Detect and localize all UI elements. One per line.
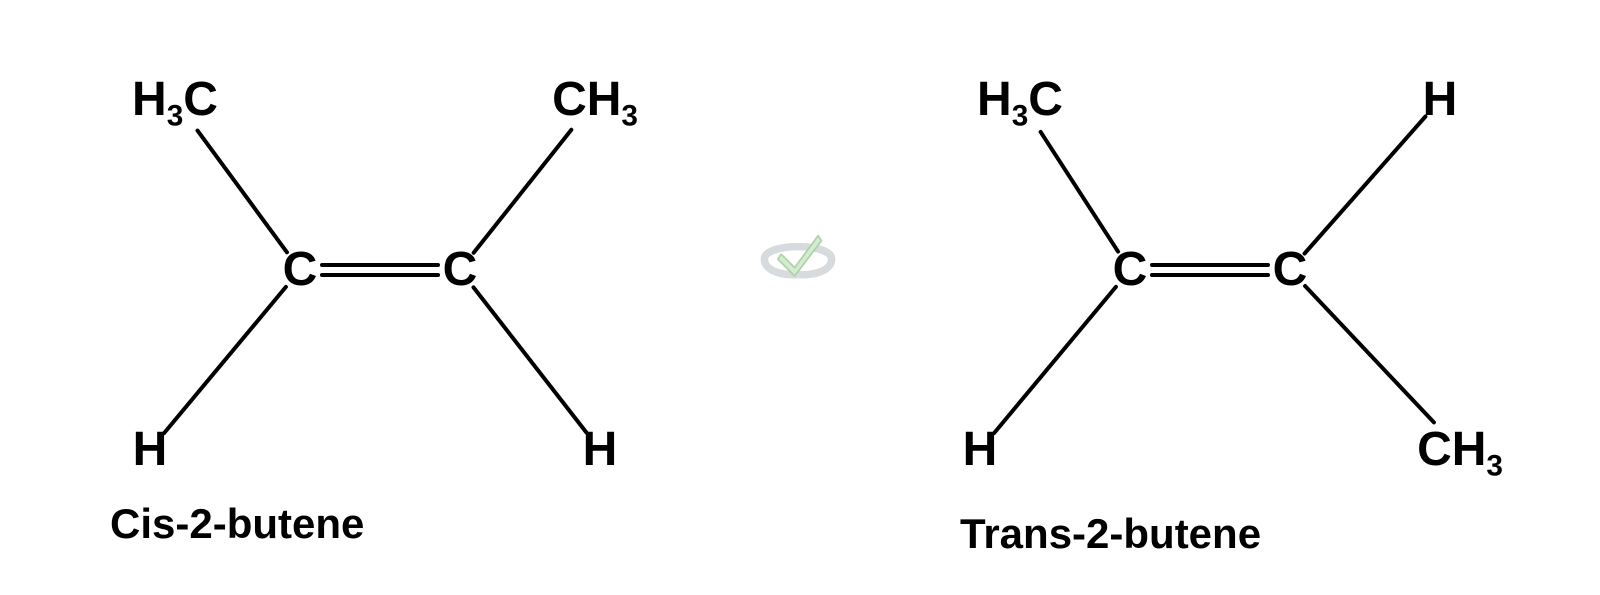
bond-single — [198, 131, 287, 253]
atom-c_right: C — [1273, 246, 1308, 294]
atom-h_bl: H — [133, 426, 168, 474]
caption-trans: Trans-2-butene — [960, 510, 1261, 558]
molecule-cis: CCH3CCH3HH — [40, 20, 740, 460]
bonds-trans — [870, 20, 1570, 460]
watermark-icon — [756, 225, 840, 285]
molecule-trans: CCH3CHHCH3 — [870, 20, 1570, 460]
atom-c_left: C — [1113, 246, 1148, 294]
bond-single — [474, 130, 572, 253]
atom-h_bl: H — [963, 426, 998, 474]
atom-ch3_tr: CH3 — [552, 76, 638, 124]
atom-ch3_tl: H3C — [132, 76, 218, 124]
bond-single — [994, 287, 1116, 433]
atom-ch3_br: CH3 — [1417, 426, 1503, 474]
diagram-canvas: C C H3C CH3 H H Cis-2-butene C C H3C H H CH3 Trans-2-… — [0, 0, 1600, 595]
atom-c_left: C — [283, 246, 318, 294]
caption-cis: Cis-2-butene — [110, 500, 364, 548]
bond-single — [474, 287, 587, 432]
bond-single — [1305, 116, 1426, 253]
atom-c_right: C — [443, 246, 478, 294]
atom-h_tr: H — [1423, 76, 1458, 124]
bond-single — [1041, 132, 1118, 252]
atom-h3c_tl: H3C — [977, 76, 1063, 124]
bond-single — [164, 287, 286, 433]
atom-h_br: H — [583, 426, 618, 474]
bond-single — [1305, 286, 1434, 422]
